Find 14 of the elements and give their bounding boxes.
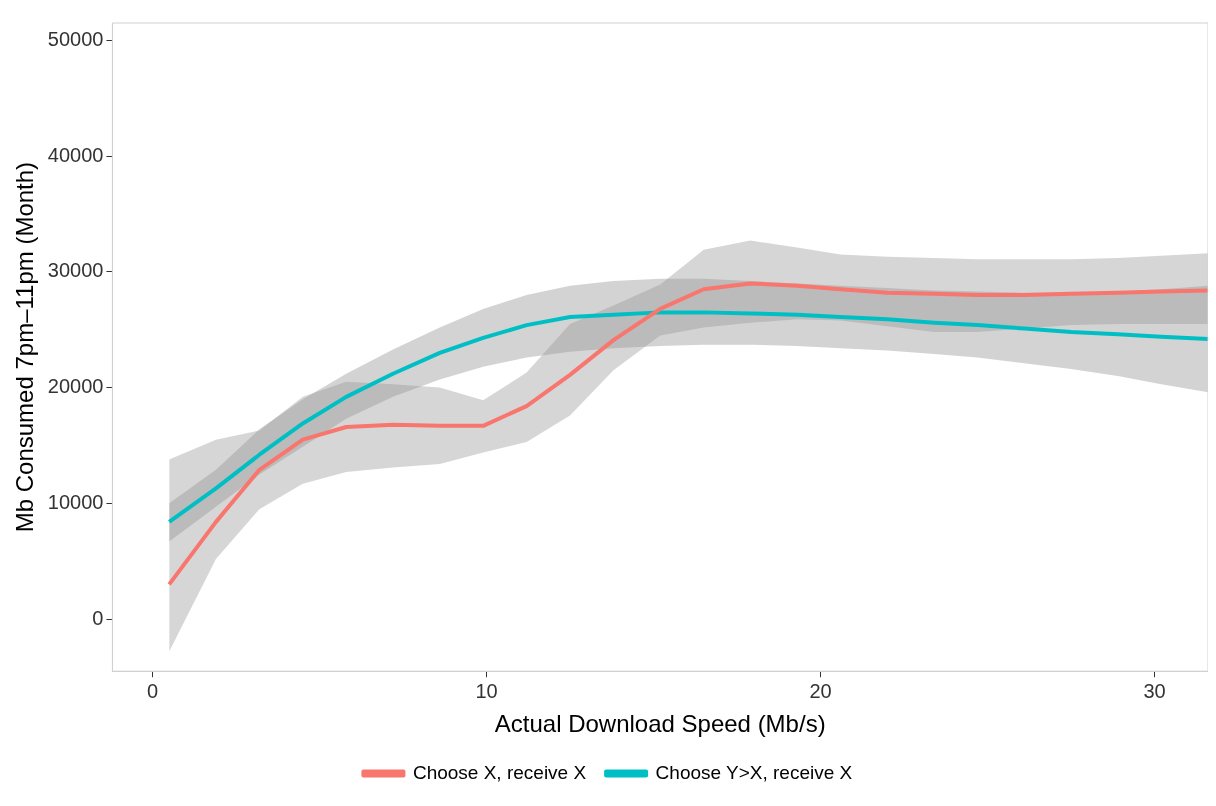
x-axis-title: Actual Download Speed (Mb/s) xyxy=(494,710,826,738)
y-tick-label: 50000 xyxy=(47,27,104,50)
x-tick-label: 0 xyxy=(146,679,159,702)
y-tick-label: 0 xyxy=(92,606,104,629)
y-axis-title: Mb Consumed 7pm–11pm (Month) xyxy=(11,161,39,533)
legend-label: Choose X, receive X xyxy=(412,761,587,783)
y-tick-label: 40000 xyxy=(47,143,104,166)
y-tick-label: 20000 xyxy=(47,375,104,398)
x-tick-label: 10 xyxy=(475,679,498,702)
legend-label: Choose Y>X, receive X xyxy=(655,761,853,783)
y-tick-label: 30000 xyxy=(47,259,104,282)
x-tick-label: 20 xyxy=(809,679,832,702)
y-tick-label: 10000 xyxy=(47,490,104,513)
x-tick-label: 30 xyxy=(1143,679,1166,702)
